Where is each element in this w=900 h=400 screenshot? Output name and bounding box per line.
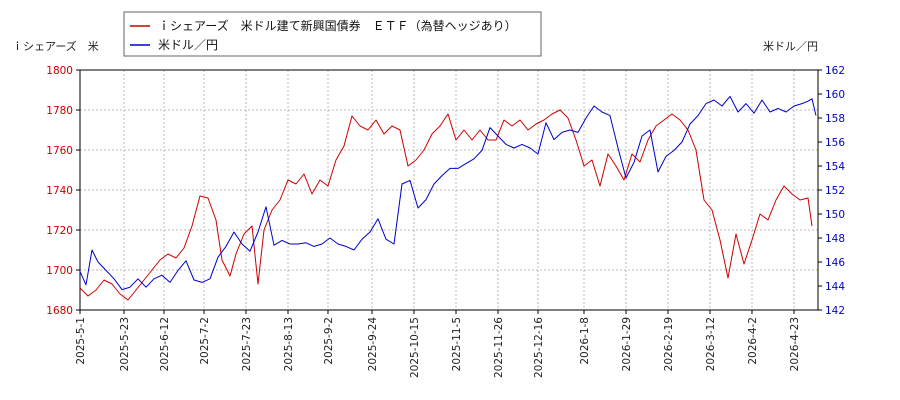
left-tick-label: 1800 <box>46 65 73 77</box>
x-tick-label: 2025-7-2 <box>199 317 211 365</box>
x-tick-label: 2025-11-5 <box>451 317 463 371</box>
x-tick-label: 2025-12-16 <box>533 317 545 378</box>
right-tick-label: 162 <box>825 65 845 77</box>
x-tick-label: 2026-1-29 <box>621 317 633 371</box>
x-tick-label: 2026-4-23 <box>789 317 801 371</box>
x-tick-label: 2026-1-8 <box>579 317 591 365</box>
x-tick-label: 2025-10-15 <box>409 317 421 378</box>
x-tick-label: 2025-7-23 <box>241 317 253 371</box>
x-tick-label: 2025-9-24 <box>367 317 379 372</box>
series-layer <box>79 95 817 301</box>
left-tick-label: 1700 <box>46 265 73 277</box>
x-tick-label: 2025-5-23 <box>119 317 131 371</box>
right-axis-label: 米ドル／円 <box>763 40 818 53</box>
x-axis-ticks: 2025-5-1 2025-5-23 2025-6-12 2025-7-2 2025-7… <box>75 310 801 378</box>
right-axis-ticks: 142 144 146 148 150 152 154 156 158 160 162 <box>818 65 845 317</box>
series-line-usdjpy <box>79 95 817 291</box>
x-tick-label: 2026-4-2 <box>747 317 759 365</box>
right-tick-label: 160 <box>825 89 845 101</box>
x-tick-label: 2026-3-12 <box>705 317 717 371</box>
left-tick-label: 1740 <box>46 185 73 197</box>
legend-label-etf: ｉシェアーズ 米ドル建て新興国債券 ＥＴＦ（為替ヘッジあり） <box>158 18 517 33</box>
x-tick-label: 2025-6-12 <box>159 317 171 371</box>
x-tick-label: 2025-5-1 <box>75 317 87 365</box>
series-line-etf <box>79 109 813 301</box>
left-tick-label: 1720 <box>46 225 73 237</box>
right-tick-label: 150 <box>825 209 845 221</box>
right-tick-label: 152 <box>825 185 845 197</box>
legend: ｉシェアーズ 米ドル建て新興国債券 ＥＴＦ（為替ヘッジあり） 米ドル／円 <box>123 11 542 57</box>
left-axis-ticks: 1680 1700 1720 1740 1760 1780 1800 <box>46 65 80 317</box>
legend-label-usdjpy: 米ドル／円 <box>158 38 218 52</box>
x-tick-label: 2025-9-2 <box>323 317 335 365</box>
x-tick-label: 2026-2-19 <box>663 317 675 371</box>
right-tick-label: 146 <box>825 257 845 269</box>
x-tick-label: 2025-11-26 <box>493 317 505 378</box>
x-tick-label: 2025-8-13 <box>283 317 295 371</box>
right-tick-label: 144 <box>825 281 845 293</box>
left-tick-label: 1760 <box>46 145 73 157</box>
left-tick-label: 1780 <box>46 105 73 117</box>
right-tick-label: 158 <box>825 113 845 125</box>
right-tick-label: 156 <box>825 137 845 149</box>
legend-box <box>123 11 542 57</box>
right-tick-label: 154 <box>825 161 845 173</box>
left-axis-label: ｉシェアーズ 米 <box>12 39 99 53</box>
right-tick-label: 148 <box>825 233 845 245</box>
right-tick-label: 142 <box>825 305 845 317</box>
left-tick-label: 1680 <box>46 305 73 317</box>
